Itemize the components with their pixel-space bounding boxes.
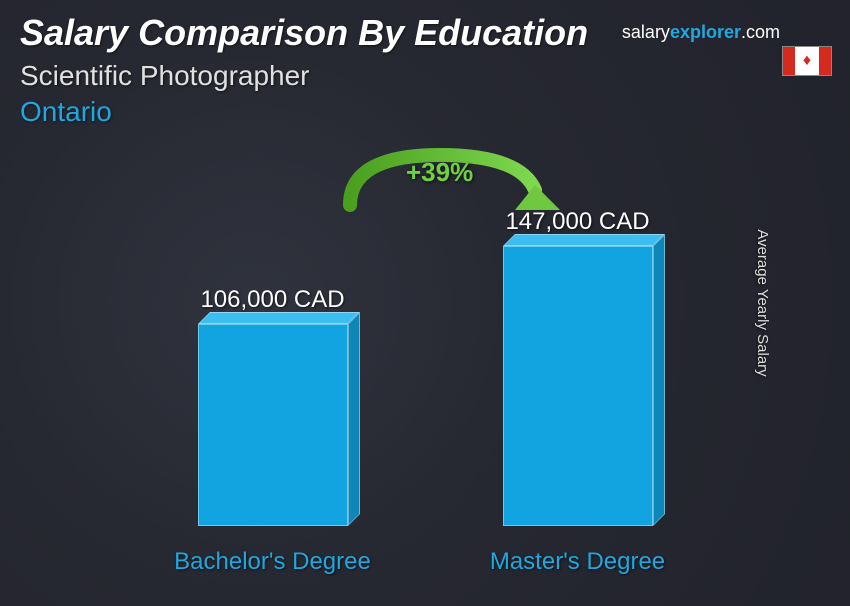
bar-label: Bachelor's Degree — [173, 548, 373, 576]
location: Ontario — [20, 96, 830, 128]
brand-prefix: salary — [622, 22, 670, 42]
flag-stripe-right — [819, 47, 831, 75]
bar-label: Master's Degree — [478, 548, 678, 576]
bars-container: 106,000 CAD 147,000 CAD — [120, 190, 730, 526]
maple-leaf-icon: ♦ — [803, 53, 811, 69]
bar-value: 106,000 CAD — [200, 286, 344, 314]
country-flag: ♦ — [782, 46, 832, 76]
brand-label: salaryexplorer.com — [622, 22, 780, 43]
bar-bachelors — [198, 324, 348, 526]
bar-side-face — [653, 234, 665, 526]
flag-center: ♦ — [795, 47, 819, 75]
subtitle: Scientific Photographer — [20, 60, 830, 92]
brand-suffix: .com — [741, 22, 780, 42]
bar-top-face — [503, 234, 665, 246]
brand-mid: explorer — [670, 22, 741, 42]
chart-area: 106,000 CAD 147,000 CAD Bachelor's Degre… — [0, 190, 790, 576]
bar-side-face — [348, 312, 360, 526]
bar-top-face — [198, 312, 360, 324]
percent-increase: +39% — [406, 157, 473, 188]
bar-group-masters: 147,000 CAD — [478, 208, 678, 526]
bar-front-face — [198, 324, 348, 526]
bar-group-bachelors: 106,000 CAD — [173, 286, 373, 526]
bar-front-face — [503, 246, 653, 526]
bar-labels-row: Bachelor's Degree Master's Degree — [120, 530, 730, 576]
flag-stripe-left — [783, 47, 795, 75]
bar-masters — [503, 246, 653, 526]
bar-value: 147,000 CAD — [505, 208, 649, 236]
y-axis-label: Average Yearly Salary — [754, 229, 771, 376]
